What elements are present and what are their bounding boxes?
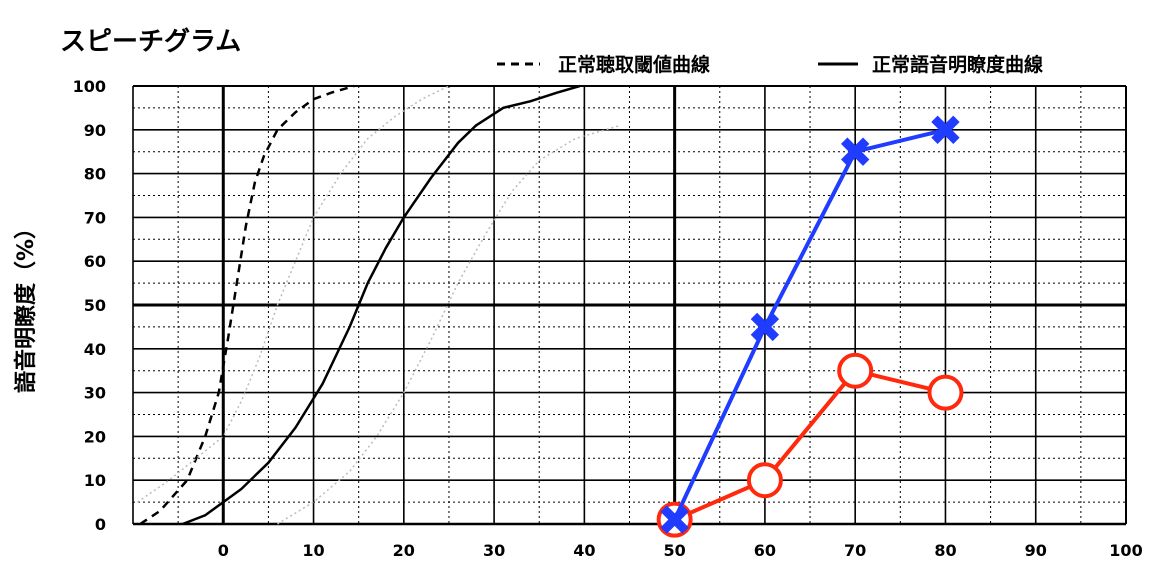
x-tick-label: 90 bbox=[1025, 541, 1047, 560]
y-tick-label: 60 bbox=[84, 252, 106, 271]
x-tick-label: 60 bbox=[754, 541, 776, 560]
data-series bbox=[656, 115, 964, 538]
series-point-cross bbox=[931, 115, 960, 144]
x-tick-label: 50 bbox=[664, 541, 686, 560]
x-tick-label: 10 bbox=[302, 541, 324, 560]
y-tick-label: 70 bbox=[84, 208, 106, 227]
legend: 正常聴取閾値曲線 正常語音明瞭度曲線 bbox=[497, 53, 1043, 76]
legend-label-intelligibility: 正常語音明瞭度曲線 bbox=[872, 53, 1043, 76]
series-point-circle bbox=[837, 352, 874, 389]
series-line-red bbox=[673, 368, 946, 522]
y-tick-label: 10 bbox=[84, 471, 106, 490]
grid bbox=[132, 85, 1127, 526]
y-tick-label: 90 bbox=[84, 121, 106, 140]
series-point-circle bbox=[746, 462, 783, 499]
y-tick-label: 40 bbox=[84, 340, 106, 359]
series-point-cross bbox=[750, 312, 780, 342]
series-point-circle bbox=[927, 374, 964, 411]
reference-curve-threshold bbox=[139, 84, 355, 526]
x-tick-label: 0 bbox=[218, 541, 229, 560]
y-tick-labels: 0 10 20 30 40 50 60 70 80 90 100 bbox=[73, 77, 106, 534]
series-point-cross bbox=[660, 505, 689, 534]
x-tick-label: 80 bbox=[934, 541, 956, 560]
legend-label-threshold: 正常聴取閾値曲線 bbox=[558, 53, 710, 76]
series-line-blue bbox=[672, 127, 946, 521]
y-tick-label: 20 bbox=[84, 427, 106, 446]
cross-stroke bbox=[931, 115, 960, 144]
y-axis-label: 語音明瞭度（%） bbox=[13, 217, 39, 393]
x-tick-label: 100 bbox=[1109, 541, 1142, 560]
y-tick-label: 100 bbox=[73, 77, 106, 96]
reference-curve-dotted bbox=[137, 85, 450, 503]
series-point-cross bbox=[840, 137, 870, 166]
x-tick-label: 40 bbox=[573, 541, 595, 560]
chart-title: スピーチグラム bbox=[60, 27, 241, 57]
x-tick-label: 70 bbox=[844, 541, 866, 560]
cross-stroke bbox=[750, 312, 780, 342]
y-tick-label: 0 bbox=[95, 515, 106, 534]
reference-curve-intelligibility bbox=[182, 84, 581, 526]
reference-curve-dotted bbox=[277, 124, 621, 525]
x-tick-label: 20 bbox=[393, 541, 415, 560]
x-tick-labels: 0 10 20 30 40 50 60 70 80 90 100 bbox=[218, 541, 1143, 560]
y-tick-label: 30 bbox=[84, 384, 106, 403]
x-tick-label: 30 bbox=[483, 541, 505, 560]
y-tick-label: 80 bbox=[84, 165, 106, 184]
cross-stroke bbox=[660, 505, 689, 534]
cross-stroke bbox=[840, 137, 870, 166]
y-tick-label: 50 bbox=[84, 296, 106, 315]
reference-curves bbox=[137, 84, 621, 526]
